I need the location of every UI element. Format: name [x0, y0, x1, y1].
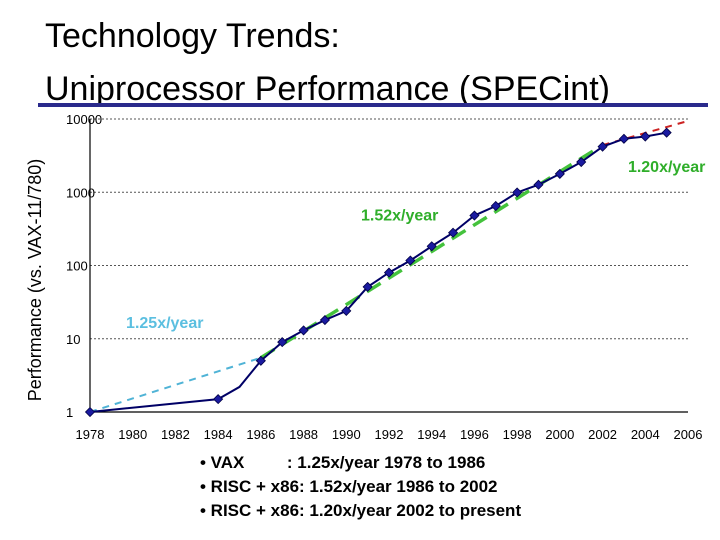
x-tick-label: 1984 — [204, 427, 233, 442]
chart-axes — [89, 119, 688, 413]
data-series — [84, 127, 672, 418]
data-point — [213, 394, 224, 405]
data-point — [597, 141, 608, 152]
y-tick-label: 100 — [66, 259, 88, 274]
y-tick-labels: 1 10 100 1000 10000 — [66, 112, 102, 420]
data-point — [319, 314, 330, 326]
summary-bullets: • VAX : 1.25x/year 1978 to 1986 • RISC +… — [200, 451, 521, 523]
trend-lines — [89, 120, 689, 413]
bullet-risc-1986: • RISC + x86: 1.52x/year 1986 to 2002 — [200, 477, 498, 496]
bullet-risc-2002: • RISC + x86: 1.20x/year 2002 to present — [200, 501, 522, 520]
data-point — [469, 210, 480, 221]
data-point — [448, 227, 459, 238]
x-tick-label: 1992 — [375, 427, 404, 442]
data-point — [640, 131, 651, 142]
title-underline — [38, 103, 708, 107]
bullet-vax: • VAX : 1.25x/year 1978 to 1986 — [200, 453, 486, 472]
trend-annotation: 1.52x/year — [361, 208, 438, 225]
trend-line — [89, 356, 262, 413]
data-point — [405, 255, 416, 266]
slide-title-line-1: Technology Trends: — [45, 17, 340, 55]
x-tick-label: 1980 — [118, 427, 147, 442]
trend-annotation: 1.20x/year — [628, 159, 705, 176]
x-tick-label: 2006 — [674, 427, 703, 442]
y-tick-label: 10 — [66, 332, 80, 347]
data-point — [298, 325, 309, 336]
data-point — [383, 267, 395, 278]
x-tick-label: 1982 — [161, 427, 190, 442]
data-point — [426, 241, 437, 252]
data-point — [512, 187, 523, 198]
series-line — [89, 131, 667, 413]
data-point — [277, 337, 288, 348]
x-tick-label: 2002 — [588, 427, 617, 442]
data-point — [362, 281, 373, 292]
data-point — [255, 355, 266, 366]
x-tick-label: 1986 — [246, 427, 275, 442]
y-tick-label: 1000 — [66, 185, 95, 200]
x-tick-label: 2000 — [545, 427, 574, 442]
data-point — [661, 127, 672, 138]
x-tick-labels: 1978 1980 1982 1984 1986 1988 1990 1992 1994 1996… — [76, 427, 703, 442]
y-tick-label: 10000 — [66, 112, 102, 127]
x-tick-label: 1990 — [332, 427, 361, 442]
data-point — [490, 200, 501, 212]
data-point — [341, 305, 352, 316]
y-axis-label: Performance (vs. VAX-11/780) — [25, 159, 45, 401]
data-point — [576, 156, 587, 168]
x-tick-label: 1978 — [76, 427, 105, 442]
x-tick-label: 1988 — [289, 427, 318, 442]
trend-annotation: 1.25x/year — [126, 315, 203, 332]
y-tick-label: 1 — [66, 405, 73, 420]
data-point — [533, 179, 544, 190]
data-point — [618, 133, 629, 144]
x-tick-label: 1994 — [417, 427, 446, 442]
grid-lines — [90, 118, 688, 340]
x-tick-label: 1998 — [503, 427, 532, 442]
trend-annotations: 1.25x/year 1.52x/year 1.20x/year — [126, 159, 705, 332]
x-tick-label: 2004 — [631, 427, 660, 442]
data-point — [554, 168, 565, 179]
x-tick-label: 1996 — [460, 427, 489, 442]
data-point — [84, 406, 96, 418]
slide-title-line-2: Uniprocessor Performance (SPECint) — [45, 70, 610, 108]
